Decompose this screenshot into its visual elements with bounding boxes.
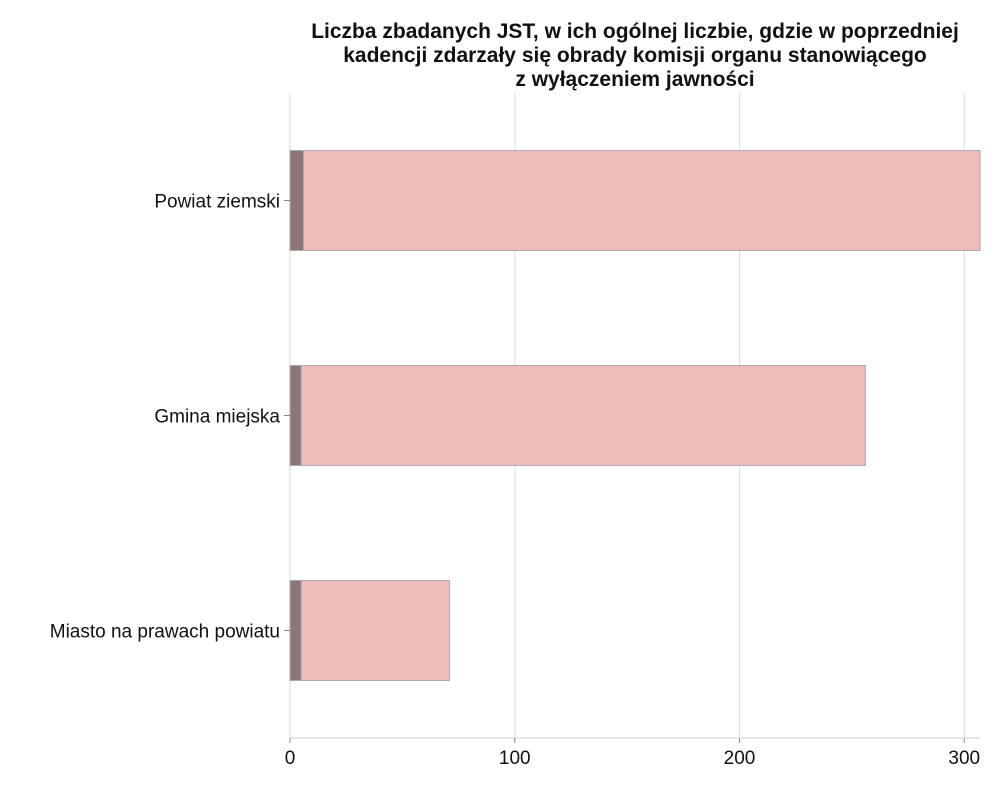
- title-line-2: kadencji zdarzały się obrady komisji org…: [343, 44, 927, 67]
- bar-segment: [300, 365, 866, 466]
- x-tick-label: 200: [724, 748, 756, 769]
- bar-segment: [300, 580, 451, 681]
- category-label: Miasto na prawach powiatu: [50, 622, 280, 643]
- category-label: Powiat ziemski: [154, 192, 280, 213]
- x-tick-label: 300: [948, 748, 980, 769]
- bar-segment: [289, 580, 302, 681]
- x-tick-label: 0: [285, 748, 296, 769]
- chart-title: Liczba zbadanych JST, w ich ogólnej licz…: [285, 20, 985, 92]
- bar-segment: [289, 150, 304, 251]
- bars: [289, 150, 981, 681]
- bar-segment: [289, 365, 302, 466]
- axes: 0 100 200 300 Powiat ziemski Gmina miejska Mia…: [50, 192, 980, 770]
- category-label: Gmina miejska: [154, 407, 280, 428]
- x-tick-label: 100: [499, 748, 531, 769]
- title-line-1: Liczba zbadanych JST, w ich ogólnej licz…: [311, 20, 959, 43]
- title-line-3: z wyłączeniem jawności: [515, 68, 755, 91]
- bar-segment: [302, 150, 981, 251]
